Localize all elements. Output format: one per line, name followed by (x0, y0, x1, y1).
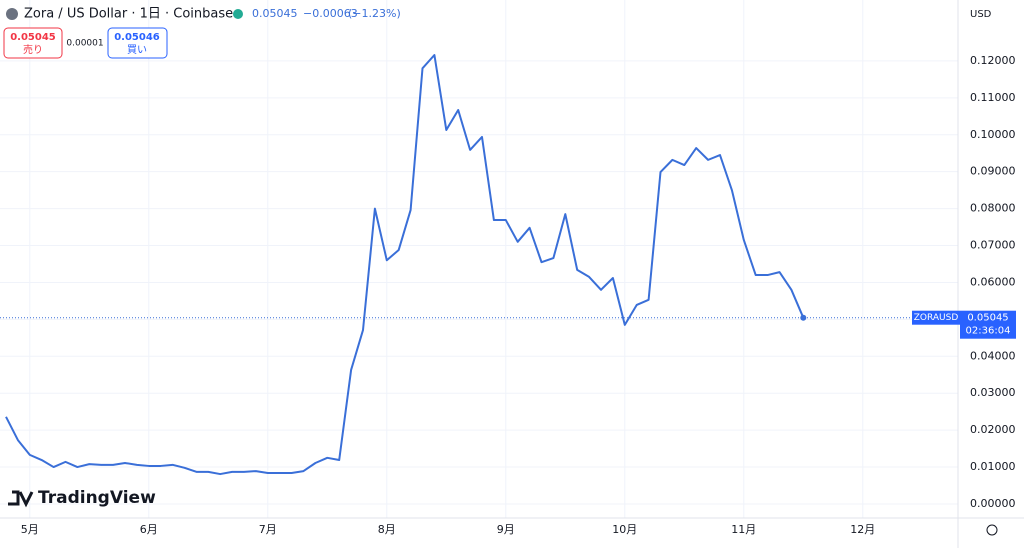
symbol-tag (912, 310, 960, 325)
y-tick-label: 0.12000 (970, 54, 1016, 67)
x-tick-label: 8月 (378, 523, 396, 536)
x-tick-label: 6月 (140, 523, 158, 536)
price-line (5, 54, 805, 476)
currency[interactable]: USD (970, 9, 992, 20)
sell-price[interactable]: 0.05045 (10, 32, 56, 43)
y-tick-label: 0.06000 (970, 275, 1016, 288)
x-tick-label: 10月 (612, 523, 637, 536)
y-tick-label: 0.07000 (970, 239, 1016, 252)
sell-button[interactable] (3, 27, 63, 59)
chart-title: Zora / US Dollar · 1日 · Coinbase (24, 7, 233, 22)
y-tick-label: 0.04000 (970, 349, 1016, 362)
y-tick-label: 0.03000 (970, 386, 1016, 399)
buy-button[interactable] (107, 27, 168, 59)
y-tick-label: 0.11000 (970, 91, 1016, 104)
header-price: 0.05045 (252, 7, 298, 20)
x-tick-label: 5月 (21, 523, 39, 536)
x-tick-label: 9月 (497, 523, 515, 536)
countdown: 02:36:04 (966, 326, 1011, 337)
x-tick-label: 11月 (731, 523, 756, 536)
grid (0, 0, 958, 518)
x-tick-label: 7月 (259, 523, 277, 536)
coin-icon (6, 8, 18, 20)
brand-logo (8, 490, 34, 508)
y-tick-label: 0.01000 (970, 460, 1016, 473)
header-change-pct: (−1.23%) (348, 7, 401, 20)
buy-price[interactable]: 0.05046 (114, 32, 160, 43)
y-tick-label: 0.10000 (970, 128, 1016, 141)
brand: TradingView (38, 488, 156, 508)
price-tag-label: 0.05045 (967, 313, 1008, 324)
spread: 0.00001 (66, 39, 103, 49)
x-tick-label: 12月 (850, 523, 875, 536)
y-tick-label: 0.00000 (970, 497, 1016, 510)
header-change: −0.00063 (303, 7, 358, 20)
y-tick-label: 0.09000 (970, 165, 1016, 178)
status-dot (233, 9, 243, 19)
price-tag (960, 310, 1016, 339)
sell-label[interactable]: 売り (23, 43, 43, 56)
plot (0, 54, 958, 476)
buy-label[interactable]: 買い (127, 44, 147, 56)
last-point (800, 314, 807, 321)
y-tick-label: 0.08000 (970, 202, 1016, 215)
symbol-label: ZORAUSD (914, 313, 959, 323)
y-tick-label: 0.02000 (970, 423, 1016, 436)
settings-icon[interactable] (986, 524, 998, 536)
